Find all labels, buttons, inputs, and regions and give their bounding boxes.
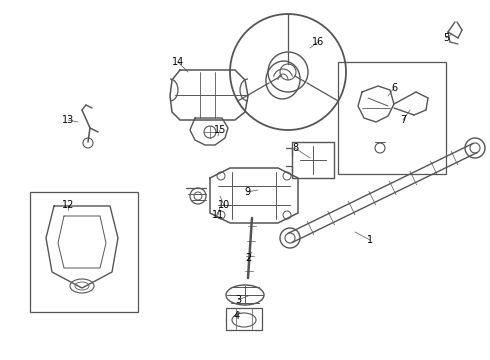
- Text: 9: 9: [244, 187, 250, 197]
- Text: 6: 6: [391, 83, 397, 93]
- Bar: [30, 192, 138, 312]
- Text: 15: 15: [214, 125, 226, 135]
- Text: 13: 13: [62, 115, 74, 125]
- Text: 10: 10: [218, 200, 230, 210]
- Text: 3: 3: [235, 295, 241, 305]
- Text: 2: 2: [245, 253, 251, 263]
- Text: 14: 14: [172, 57, 184, 67]
- Text: 5: 5: [443, 33, 449, 43]
- Text: 11: 11: [212, 210, 224, 220]
- Text: 1: 1: [367, 235, 373, 245]
- Text: 12: 12: [62, 200, 74, 210]
- Text: 7: 7: [400, 115, 406, 125]
- Text: 4: 4: [234, 311, 240, 321]
- Text: 16: 16: [312, 37, 324, 47]
- Text: 8: 8: [292, 143, 298, 153]
- Bar: [338, 62, 446, 174]
- Bar: [226, 308, 262, 330]
